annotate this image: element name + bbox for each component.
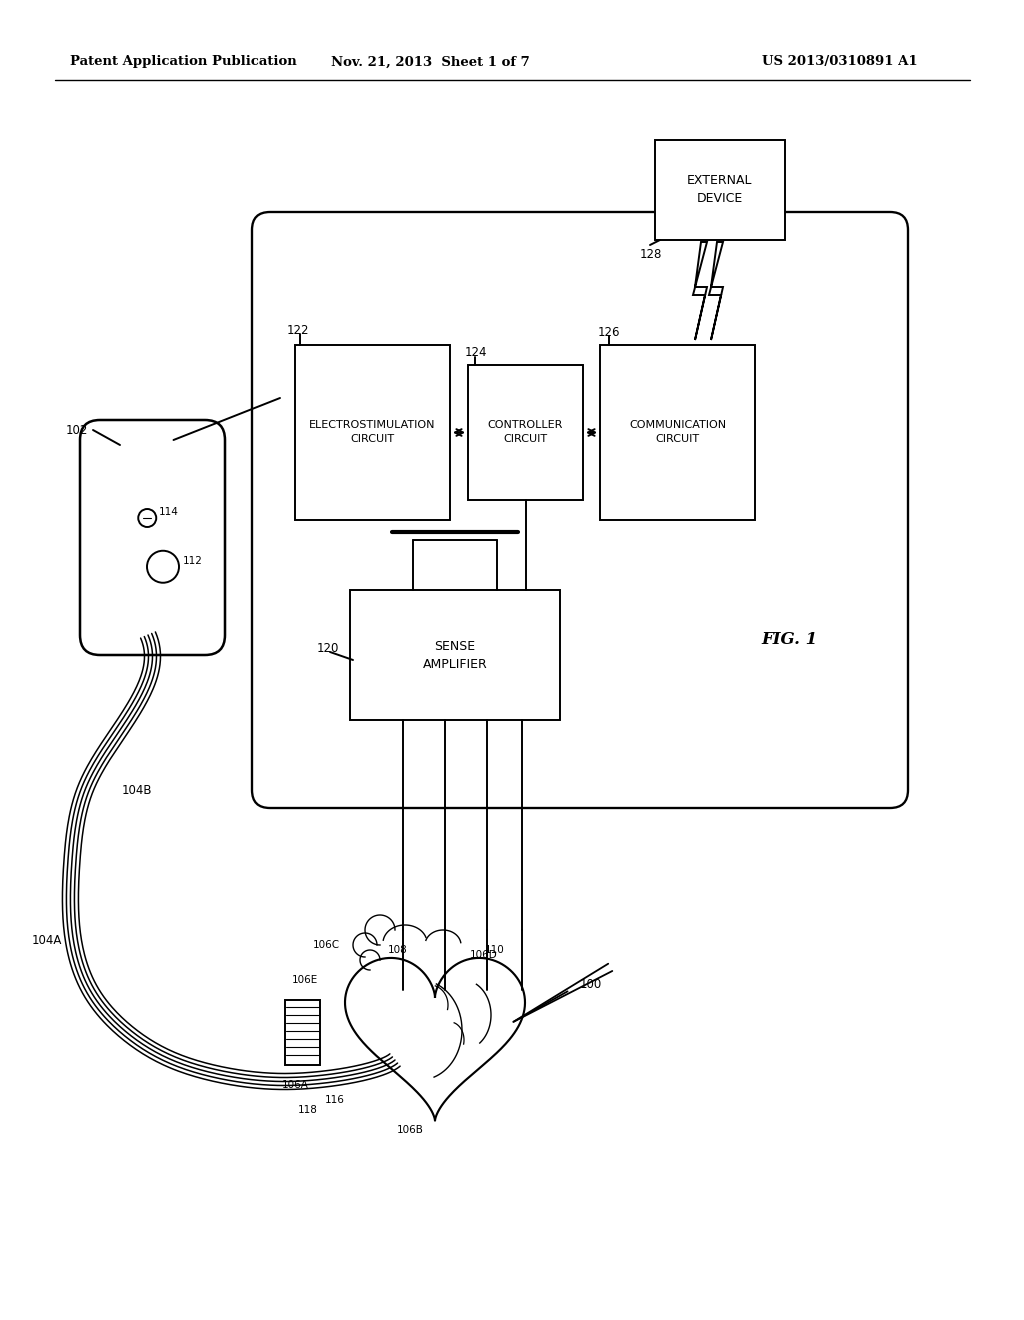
Text: COMMUNICATION
CIRCUIT: COMMUNICATION CIRCUIT (629, 421, 726, 445)
Polygon shape (709, 242, 723, 341)
FancyBboxPatch shape (252, 213, 908, 808)
Text: US 2013/0310891 A1: US 2013/0310891 A1 (762, 55, 918, 69)
Text: 102: 102 (66, 424, 88, 437)
Text: 126: 126 (598, 326, 621, 339)
Text: ELECTROSTIMULATION
CIRCUIT: ELECTROSTIMULATION CIRCUIT (309, 421, 436, 445)
Text: 124: 124 (465, 346, 487, 359)
Text: SENSE
AMPLIFIER: SENSE AMPLIFIER (423, 639, 487, 671)
Text: 106E: 106E (292, 975, 318, 985)
Text: 122: 122 (287, 323, 309, 337)
Text: 110: 110 (485, 945, 505, 954)
Text: 108: 108 (388, 945, 408, 954)
FancyBboxPatch shape (600, 345, 755, 520)
Text: 106B: 106B (396, 1125, 424, 1135)
Text: FIG. 1: FIG. 1 (762, 631, 818, 648)
Text: 116: 116 (325, 1096, 345, 1105)
Text: 106A: 106A (282, 1080, 308, 1090)
Text: 100: 100 (580, 978, 602, 991)
Text: 106D: 106D (470, 950, 498, 960)
Text: 114: 114 (160, 507, 179, 517)
Text: 118: 118 (298, 1105, 318, 1115)
Text: EXTERNAL
DEVICE: EXTERNAL DEVICE (687, 174, 753, 206)
Text: Nov. 21, 2013  Sheet 1 of 7: Nov. 21, 2013 Sheet 1 of 7 (331, 55, 529, 69)
Circle shape (147, 550, 179, 582)
FancyBboxPatch shape (350, 590, 560, 719)
Polygon shape (693, 242, 707, 341)
Text: 104B: 104B (122, 784, 152, 796)
Text: CONTROLLER
CIRCUIT: CONTROLLER CIRCUIT (487, 421, 563, 445)
Text: 112: 112 (183, 556, 203, 566)
Circle shape (138, 510, 157, 527)
FancyBboxPatch shape (295, 345, 450, 520)
Text: 106C: 106C (313, 940, 340, 950)
Text: 120: 120 (317, 642, 339, 655)
Text: 128: 128 (640, 248, 663, 261)
Text: Patent Application Publication: Patent Application Publication (70, 55, 297, 69)
FancyBboxPatch shape (80, 420, 225, 655)
FancyBboxPatch shape (468, 366, 583, 500)
Text: 104A: 104A (32, 933, 62, 946)
FancyBboxPatch shape (285, 1001, 319, 1065)
FancyBboxPatch shape (655, 140, 785, 240)
